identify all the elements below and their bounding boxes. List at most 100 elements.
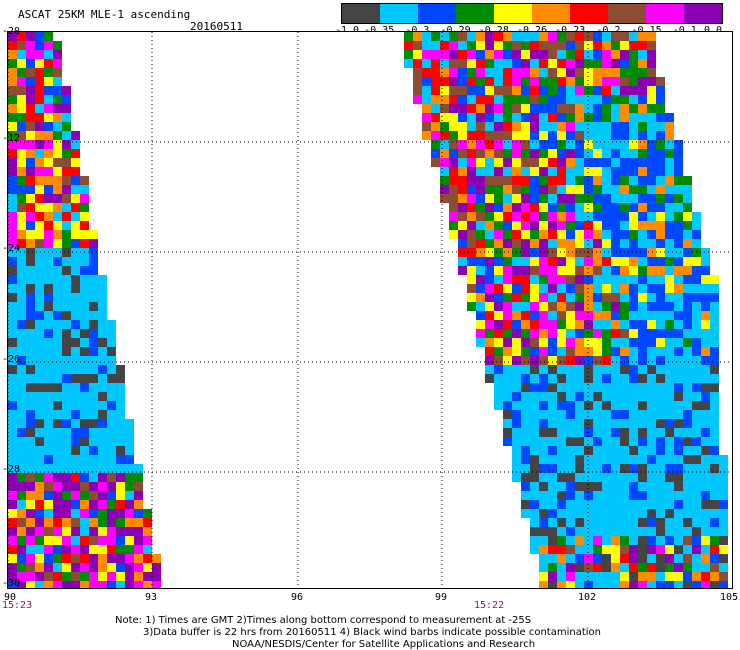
swath-cell — [71, 500, 80, 509]
swath-cell — [674, 572, 683, 581]
swath-cell — [503, 113, 512, 122]
swath-cell — [485, 41, 494, 50]
swath-cell — [548, 581, 557, 588]
swath-cell — [593, 77, 602, 86]
swath-cell — [539, 518, 548, 527]
swath-cell — [89, 239, 98, 248]
swath-cell — [467, 86, 476, 95]
swath-cell — [530, 464, 539, 473]
swath-cell — [458, 266, 467, 275]
swath-cell — [35, 545, 44, 554]
colorbar-segment — [570, 4, 608, 23]
swath-cell — [674, 563, 683, 572]
swath-cell — [89, 248, 98, 257]
swath-cell — [620, 230, 629, 239]
swath-cell — [44, 167, 53, 176]
swath-cell — [575, 113, 584, 122]
swath-cell — [8, 50, 17, 59]
swath-cell — [98, 545, 107, 554]
swath-cell — [593, 248, 602, 257]
swath-cell — [44, 401, 53, 410]
swath-cell — [503, 410, 512, 419]
swath-cell — [35, 221, 44, 230]
swath-cell — [557, 32, 566, 41]
swath-cell — [521, 185, 530, 194]
swath-cell — [566, 536, 575, 545]
swath-cell — [485, 239, 494, 248]
swath-cell — [8, 446, 17, 455]
swath-cell — [116, 464, 125, 473]
swath-cell — [674, 401, 683, 410]
swath-cell — [440, 185, 449, 194]
swath-cell — [71, 275, 80, 284]
swath-cell — [584, 266, 593, 275]
swath-cell — [620, 32, 629, 41]
swath-cell — [620, 86, 629, 95]
swath-cell — [89, 392, 98, 401]
swath-cell — [494, 194, 503, 203]
swath-cell — [674, 329, 683, 338]
swath-cell — [458, 50, 467, 59]
swath-cell — [503, 185, 512, 194]
swath-cell — [701, 266, 710, 275]
swath-cell — [71, 149, 80, 158]
swath-cell — [566, 77, 575, 86]
swath-cell — [80, 347, 89, 356]
swath-cell — [566, 392, 575, 401]
swath-cell — [566, 464, 575, 473]
swath-cell — [557, 446, 566, 455]
swath-cell — [134, 509, 143, 518]
swath-cell — [17, 383, 26, 392]
swath-cell — [98, 356, 107, 365]
swath-cell — [521, 50, 530, 59]
swath-cell — [26, 50, 35, 59]
swath-cell — [611, 185, 620, 194]
swath-cell — [80, 545, 89, 554]
swath-cell — [521, 239, 530, 248]
swath-cell — [566, 554, 575, 563]
swath-cell — [629, 266, 638, 275]
swath-cell — [71, 185, 80, 194]
x-axis-label: 99 — [434, 592, 448, 603]
swath-cell — [656, 347, 665, 356]
swath-cell — [557, 383, 566, 392]
swath-cell — [44, 32, 53, 41]
swath-cell — [485, 356, 494, 365]
swath-cell — [548, 410, 557, 419]
swath-cell — [422, 59, 431, 68]
swath-cell — [35, 302, 44, 311]
swath-cell — [71, 221, 80, 230]
swath-cell — [476, 104, 485, 113]
swath-cell — [521, 131, 530, 140]
swath-cell — [548, 329, 557, 338]
swath-cell — [17, 275, 26, 284]
swath-cell — [548, 203, 557, 212]
swath-cell — [8, 455, 17, 464]
swath-cell — [557, 347, 566, 356]
swath-cell — [17, 554, 26, 563]
swath-cell — [683, 194, 692, 203]
swath-cell — [530, 32, 539, 41]
swath-cell — [602, 581, 611, 588]
swath-cell — [701, 284, 710, 293]
swath-cell — [521, 383, 530, 392]
swath-cell — [719, 464, 728, 473]
swath-cell — [629, 203, 638, 212]
swath-cell — [683, 563, 692, 572]
swath-cell — [665, 275, 674, 284]
swath-cell — [17, 374, 26, 383]
swath-cell — [17, 185, 26, 194]
swath-cell — [566, 500, 575, 509]
swath-cell — [611, 410, 620, 419]
swath-cell — [512, 86, 521, 95]
colorbar-segment — [380, 4, 418, 23]
swath-cell — [638, 257, 647, 266]
swath-cell — [107, 518, 116, 527]
swath-cell — [674, 545, 683, 554]
swath-cell — [548, 500, 557, 509]
swath-cell — [80, 500, 89, 509]
swath-cell — [71, 338, 80, 347]
swath-cell — [584, 446, 593, 455]
swath-cell — [35, 338, 44, 347]
swath-cell — [620, 104, 629, 113]
